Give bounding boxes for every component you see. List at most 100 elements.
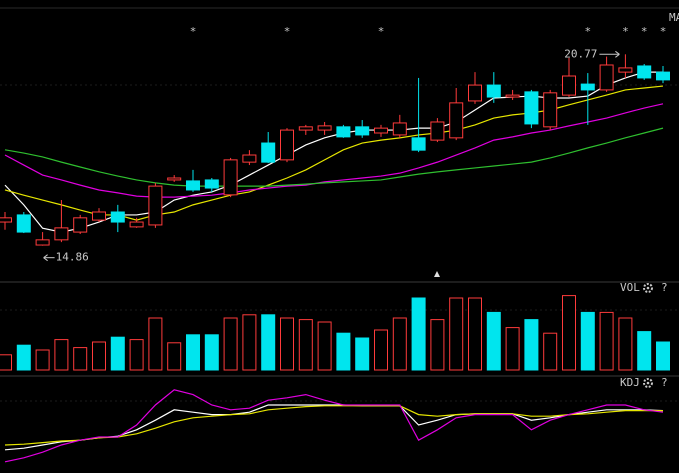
annotation-arrow xyxy=(43,254,48,262)
candle-body xyxy=(486,84,501,98)
volume-bar xyxy=(280,317,294,371)
marker: * xyxy=(622,25,629,38)
volume-bar xyxy=(430,319,445,371)
candle-body xyxy=(524,91,539,125)
candle-body xyxy=(411,137,426,151)
candle-body xyxy=(374,127,388,134)
low-label: 14.86 xyxy=(56,251,89,264)
marker: * xyxy=(378,25,385,38)
candle-body xyxy=(261,142,276,163)
volume-bar xyxy=(16,344,31,371)
scroll-marker xyxy=(434,271,440,277)
volume-bar xyxy=(355,337,370,371)
candle-body xyxy=(16,214,31,233)
volume-bar xyxy=(468,297,482,371)
candle-body xyxy=(317,125,332,131)
marker: * xyxy=(641,25,648,38)
ma-label: MA xyxy=(669,11,679,24)
ma-line xyxy=(4,127,664,187)
candle-body xyxy=(562,75,576,96)
marker: * xyxy=(584,25,591,38)
candle-body xyxy=(430,121,445,141)
volume-bar xyxy=(656,341,670,371)
kdj-line xyxy=(4,404,664,451)
marker: * xyxy=(284,25,291,38)
annotation-arrow xyxy=(615,50,620,58)
volume-bar xyxy=(392,317,407,371)
settings-icon[interactable] xyxy=(643,378,653,388)
volume-bar xyxy=(637,331,652,371)
volume-bar xyxy=(129,339,144,371)
volume-bar xyxy=(204,334,219,371)
candle-body xyxy=(599,64,614,91)
volume-bar xyxy=(92,341,106,371)
candle-body xyxy=(618,67,633,73)
candle-body xyxy=(186,180,200,191)
candle-body xyxy=(129,221,144,228)
vol-label: VOL xyxy=(620,281,640,294)
candle-body xyxy=(449,102,464,139)
volume-bar xyxy=(505,327,520,371)
volume-bar xyxy=(54,339,69,371)
candle-body xyxy=(543,92,558,128)
volume-bar xyxy=(148,317,163,371)
candle-body xyxy=(167,177,182,181)
volume-bar xyxy=(374,329,388,371)
candle-body xyxy=(110,211,125,223)
volume-bar xyxy=(618,317,633,371)
candle-body xyxy=(336,126,351,138)
kdj-line xyxy=(4,405,663,446)
volume-bar xyxy=(336,332,351,371)
kdj-label: KDJ xyxy=(620,376,640,389)
volume-bar xyxy=(110,336,125,371)
volume-bar xyxy=(35,349,50,371)
candle-body xyxy=(580,83,595,91)
candle-body xyxy=(54,227,69,241)
volume-bar xyxy=(411,297,426,371)
candle-body xyxy=(468,84,482,102)
volume-bar xyxy=(562,295,576,371)
volume-bar xyxy=(0,354,12,371)
volume-bar xyxy=(580,311,595,371)
candle-body xyxy=(92,211,106,221)
marker: * xyxy=(190,25,197,38)
candle-body xyxy=(148,185,163,226)
candle-body xyxy=(298,126,313,131)
volume-bar xyxy=(167,342,182,371)
candle-body xyxy=(204,179,219,189)
volume-bar xyxy=(486,311,501,371)
volume-bar xyxy=(317,321,332,371)
volume-bar xyxy=(73,347,88,371)
candle-body xyxy=(392,122,407,136)
volume-bar xyxy=(599,311,614,371)
candle-body xyxy=(0,217,12,223)
high-label: 20.77 xyxy=(564,47,597,60)
candle-body xyxy=(637,65,652,79)
candle-body xyxy=(223,159,238,196)
volume-bar xyxy=(223,317,238,371)
ma-line xyxy=(4,103,664,198)
candle-body xyxy=(73,217,88,233)
candle-body xyxy=(656,71,670,81)
volume-bar xyxy=(298,319,313,371)
help-icon[interactable]: ? xyxy=(661,281,668,294)
marker: * xyxy=(660,25,667,38)
kdj-line xyxy=(4,389,664,463)
volume-bar xyxy=(186,334,200,371)
candle-body xyxy=(505,94,520,98)
volume-bar xyxy=(543,332,558,371)
candle-body xyxy=(280,129,294,161)
ma-line xyxy=(4,71,663,233)
volume-bar xyxy=(449,297,464,371)
candle-body xyxy=(35,239,50,246)
settings-icon[interactable] xyxy=(643,283,653,293)
candle-body xyxy=(242,154,257,163)
volume-bar xyxy=(261,314,276,371)
volume-bar xyxy=(524,319,539,371)
volume-bar xyxy=(242,314,257,371)
candle-body xyxy=(355,126,370,136)
ma-line xyxy=(4,85,664,221)
help-icon[interactable]: ? xyxy=(661,376,668,389)
